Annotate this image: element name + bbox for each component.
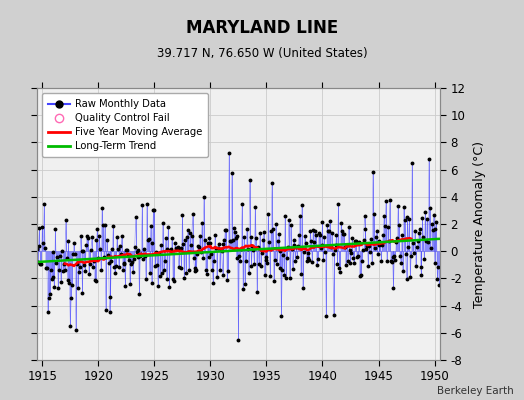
Text: MARYLAND LINE: MARYLAND LINE xyxy=(186,19,338,37)
Text: Berkeley Earth: Berkeley Earth xyxy=(437,386,514,396)
Y-axis label: Temperature Anomaly (°C): Temperature Anomaly (°C) xyxy=(473,140,486,308)
Legend: Raw Monthly Data, Quality Control Fail, Five Year Moving Average, Long-Term Tren: Raw Monthly Data, Quality Control Fail, … xyxy=(42,93,208,157)
Text: 39.717 N, 76.650 W (United States): 39.717 N, 76.650 W (United States) xyxy=(157,48,367,60)
